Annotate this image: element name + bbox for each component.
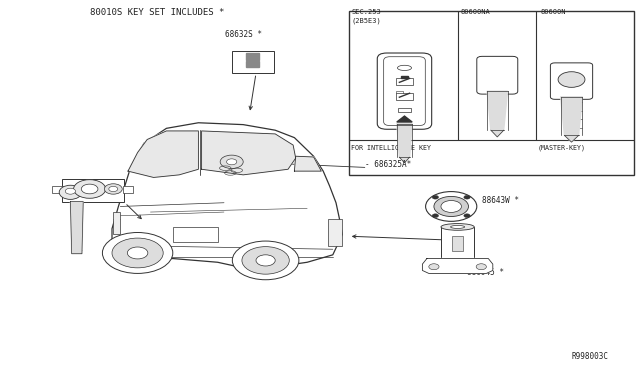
Polygon shape — [564, 135, 579, 142]
Bar — [232, 51, 274, 73]
Text: SEC.253: SEC.253 — [351, 9, 381, 15]
Polygon shape — [202, 131, 296, 175]
Text: 80600N: 80600N — [541, 9, 566, 15]
Circle shape — [432, 214, 438, 218]
Polygon shape — [70, 202, 83, 254]
Polygon shape — [487, 91, 508, 130]
Circle shape — [109, 186, 118, 192]
Circle shape — [65, 188, 76, 194]
Bar — [441, 227, 474, 262]
Text: R998003C: R998003C — [571, 352, 608, 361]
Circle shape — [242, 247, 289, 274]
Polygon shape — [399, 78, 410, 83]
Bar — [398, 108, 411, 112]
Bar — [113, 212, 120, 234]
Circle shape — [74, 180, 106, 198]
Circle shape — [227, 159, 237, 165]
Bar — [452, 236, 463, 251]
Bar — [173, 227, 218, 242]
Circle shape — [256, 255, 275, 266]
Polygon shape — [128, 131, 198, 177]
Text: 88643W *: 88643W * — [482, 196, 519, 205]
Text: FOR INTELLIGENCE KEY: FOR INTELLIGENCE KEY — [351, 145, 431, 151]
Circle shape — [112, 238, 163, 268]
Polygon shape — [401, 76, 408, 78]
Circle shape — [426, 192, 477, 221]
Bar — [349, 11, 634, 175]
Bar — [396, 78, 413, 85]
Circle shape — [434, 196, 468, 217]
Circle shape — [127, 247, 148, 259]
Polygon shape — [112, 123, 342, 268]
Ellipse shape — [60, 185, 82, 199]
Polygon shape — [294, 156, 321, 171]
FancyBboxPatch shape — [550, 63, 593, 99]
Text: (MASTER-KEY): (MASTER-KEY) — [538, 144, 586, 151]
Bar — [52, 186, 63, 193]
Polygon shape — [246, 61, 259, 67]
Text: - 686325A*: - 686325A* — [365, 160, 411, 169]
Polygon shape — [561, 97, 582, 135]
Circle shape — [441, 201, 461, 212]
Ellipse shape — [451, 225, 465, 228]
Circle shape — [429, 264, 439, 270]
Polygon shape — [399, 93, 410, 97]
FancyBboxPatch shape — [378, 53, 432, 129]
Text: 80010S KEY SET INCLUDES *: 80010S KEY SET INCLUDES * — [90, 8, 224, 17]
Ellipse shape — [441, 224, 474, 230]
Circle shape — [220, 155, 243, 169]
Polygon shape — [397, 116, 412, 122]
Circle shape — [558, 72, 585, 87]
Text: 68632S *: 68632S * — [225, 30, 262, 39]
Bar — [62, 179, 124, 202]
Text: 80600NA: 80600NA — [461, 9, 490, 15]
Circle shape — [104, 184, 122, 194]
Polygon shape — [399, 157, 410, 163]
Circle shape — [476, 264, 486, 270]
Circle shape — [464, 214, 470, 218]
Circle shape — [81, 184, 98, 194]
Polygon shape — [422, 259, 493, 273]
Bar — [328, 219, 342, 246]
Circle shape — [464, 195, 470, 199]
Text: 886945 *: 886945 * — [467, 268, 504, 277]
Bar — [123, 186, 133, 193]
Polygon shape — [491, 130, 504, 137]
Circle shape — [432, 195, 438, 199]
FancyBboxPatch shape — [477, 57, 518, 94]
Bar — [396, 93, 413, 100]
Polygon shape — [246, 53, 259, 60]
Circle shape — [232, 241, 299, 280]
Text: (2B5E3): (2B5E3) — [351, 18, 381, 24]
Polygon shape — [397, 124, 412, 157]
Circle shape — [102, 232, 173, 273]
Text: 80601*: 80601* — [125, 244, 152, 253]
